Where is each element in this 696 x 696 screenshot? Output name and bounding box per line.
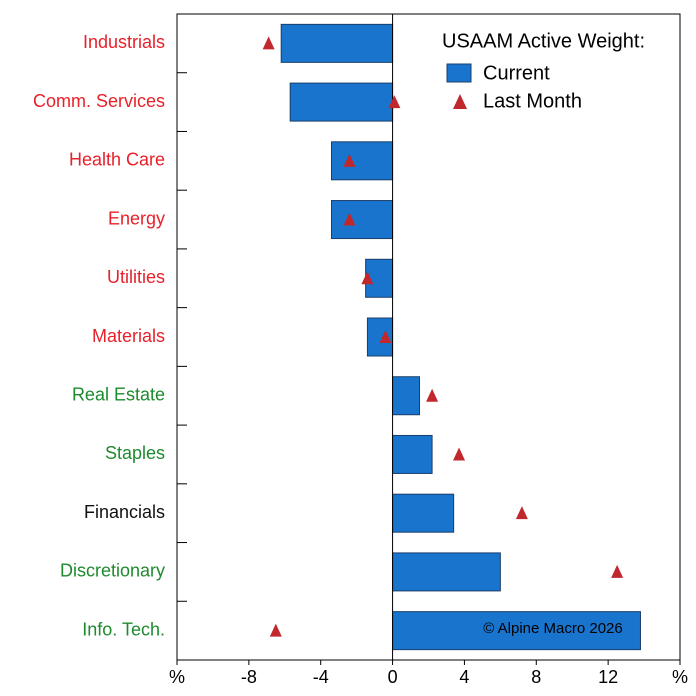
x-tick-label: -8 <box>241 667 257 687</box>
bar <box>289 82 394 122</box>
y-tick-label: Info. Tech. <box>82 619 165 639</box>
y-tick-label: Energy <box>108 208 165 228</box>
marker <box>269 623 282 637</box>
bar <box>392 376 421 416</box>
bar <box>366 317 394 357</box>
marker <box>262 36 275 50</box>
marker <box>611 564 624 578</box>
y-tick-label: Health Care <box>69 150 165 170</box>
x-tick-label: 12 <box>598 667 618 687</box>
marker <box>453 447 466 461</box>
y-tick-label: Utilities <box>107 267 165 287</box>
legend-label: Last Month <box>483 90 582 112</box>
y-tick-label: Real Estate <box>72 384 165 404</box>
bar <box>392 552 501 592</box>
marker <box>343 153 356 167</box>
y-tick-label: Materials <box>92 326 165 346</box>
y-tick-label: Comm. Services <box>33 91 165 111</box>
y-tick-label: Discretionary <box>60 561 165 581</box>
marker <box>361 271 374 285</box>
bar <box>330 200 394 240</box>
bar <box>280 23 394 63</box>
bar <box>392 611 641 651</box>
x-tick-label: 0 <box>388 667 398 687</box>
x-tick-label: -4 <box>313 667 329 687</box>
x-tick-label: 8 <box>531 667 541 687</box>
x-tick-label: % <box>672 667 688 687</box>
y-tick-label: Industrials <box>83 32 165 52</box>
x-tick-label: % <box>169 667 185 687</box>
bar <box>392 493 455 533</box>
legend-title: USAAM Active Weight: <box>442 30 645 52</box>
y-tick-label: Staples <box>105 443 165 463</box>
marker <box>379 330 392 343</box>
annotation: © Alpine Macro 2026 <box>483 620 622 637</box>
x-tick-label: 4 <box>459 667 469 687</box>
bar <box>330 141 394 181</box>
legend-marker <box>453 94 467 109</box>
legend-swatch <box>446 63 472 83</box>
plot-frame <box>176 13 681 661</box>
bar <box>392 434 433 474</box>
legend-label: Current <box>483 62 550 84</box>
marker <box>515 506 528 520</box>
marker <box>343 212 356 226</box>
marker <box>426 388 439 402</box>
y-tick-label: Financials <box>84 502 165 522</box>
marker <box>388 95 401 109</box>
